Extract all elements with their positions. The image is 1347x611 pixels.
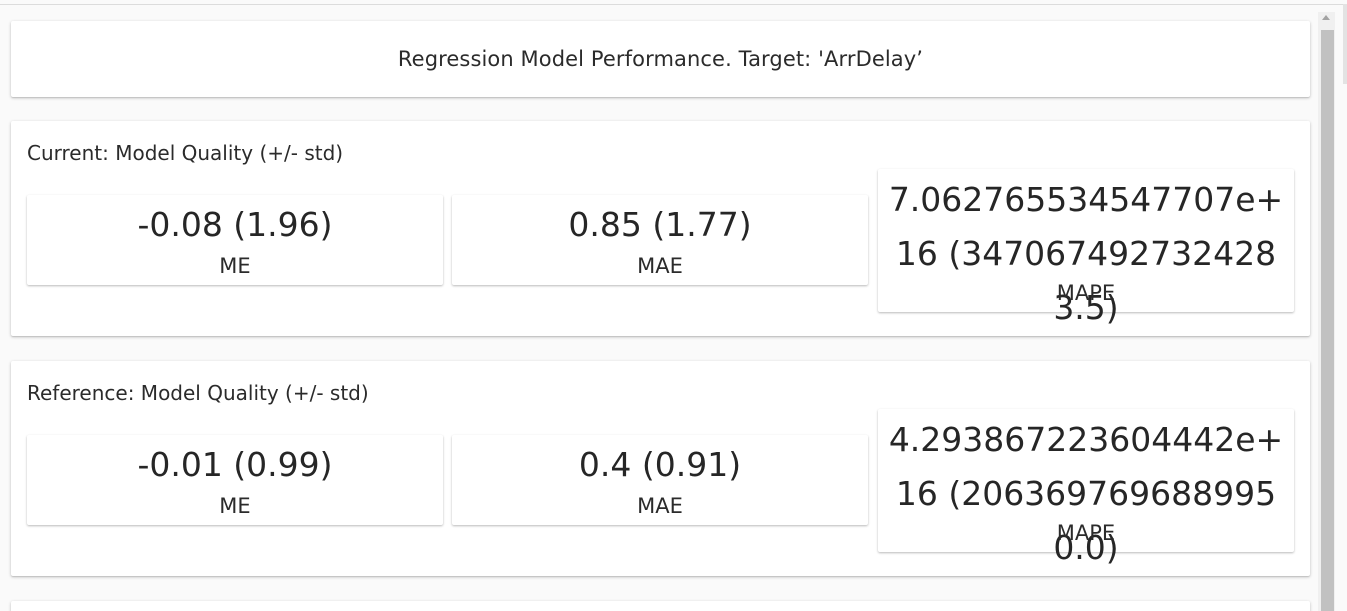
- metric-card-mape: 4.293867223604442e+16 (2063697696889950.…: [878, 409, 1294, 567]
- scroll-up-arrow-icon[interactable]: [1322, 15, 1330, 20]
- metric-label: MAE: [637, 494, 683, 518]
- report-viewport[interactable]: Regression Model Performance. Target: 'A…: [0, 5, 1318, 611]
- metric-value: 4.293867223604442e+16 (2063697696889950.…: [888, 420, 1284, 567]
- metric-value: 0.4 (0.91): [578, 445, 742, 484]
- metric-label: ME: [219, 254, 251, 278]
- reference-model-quality-card: Reference: Model Quality (+/- std) -0.01…: [11, 361, 1310, 576]
- current-model-quality-card: Current: Model Quality (+/- std) -0.08 (…: [11, 121, 1310, 336]
- metric-card-mae: 0.4 (0.91) MAE: [452, 435, 868, 525]
- metric-value: -0.08 (1.96): [137, 205, 333, 244]
- metric-card-mape: 7.062765534547707e+16 (3470674927324283.…: [878, 169, 1294, 327]
- report-title-card: Regression Model Performance. Target: 'A…: [11, 21, 1310, 97]
- report-title: Regression Model Performance. Target: 'A…: [397, 47, 924, 71]
- next-section-card: [11, 601, 1310, 611]
- metric-card-me: -0.01 (0.99) ME: [27, 435, 443, 525]
- vertical-scrollbar-thumb[interactable]: [1321, 30, 1334, 611]
- window-edge: [1343, 4, 1347, 84]
- metric-label: MAPE: [1056, 281, 1116, 305]
- metric-label: MAE: [637, 254, 683, 278]
- section-title: Reference: Model Quality (+/- std): [27, 381, 369, 405]
- metric-card-mae: 0.85 (1.77) MAE: [452, 195, 868, 285]
- section-title: Current: Model Quality (+/- std): [27, 141, 344, 165]
- metric-value: -0.01 (0.99): [137, 445, 333, 484]
- metric-card-me: -0.08 (1.96) ME: [27, 195, 443, 285]
- metric-label: ME: [219, 494, 251, 518]
- top-border: [0, 4, 1347, 5]
- metric-value: 7.062765534547707e+16 (3470674927324283.…: [888, 180, 1284, 327]
- metric-label: MAPE: [1056, 521, 1116, 545]
- metric-value: 0.85 (1.77): [568, 205, 752, 244]
